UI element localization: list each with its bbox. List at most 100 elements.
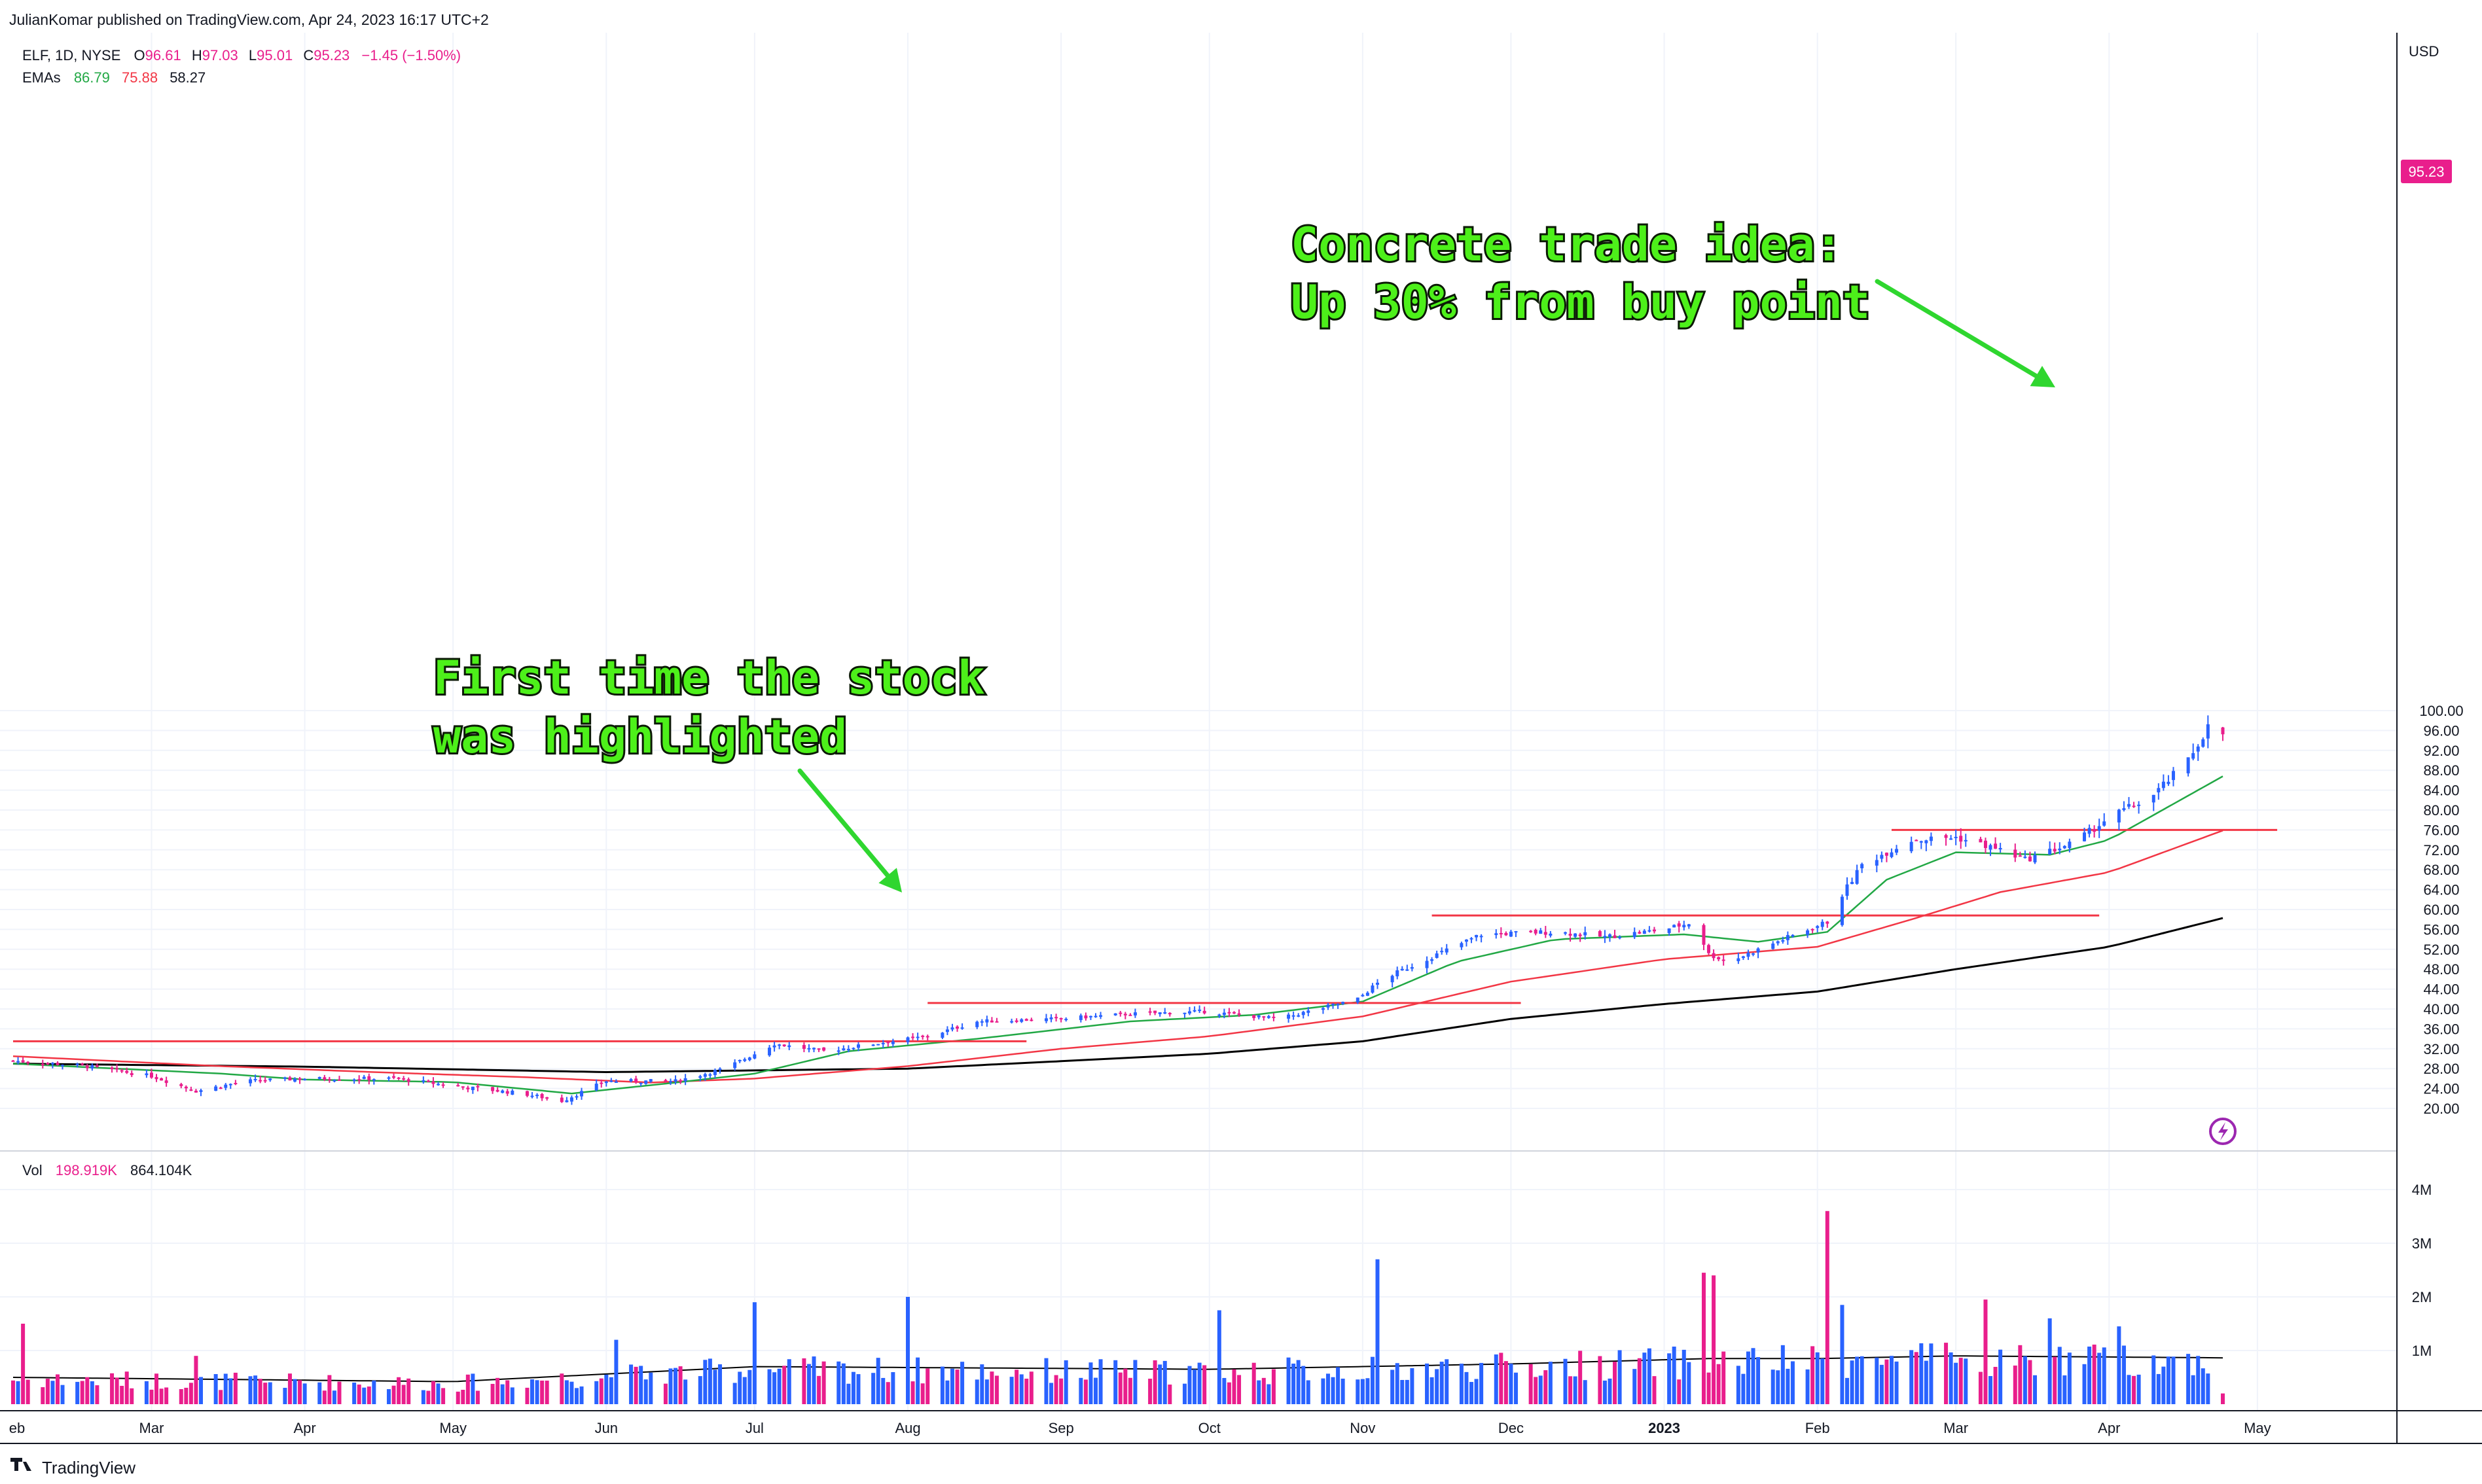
lightning-icon[interactable] [2209, 1118, 2237, 1145]
volume-bar [1840, 1305, 1844, 1404]
candle-body [738, 1060, 742, 1062]
volume-bar [1820, 1358, 1825, 1404]
volume-bar [1602, 1380, 1607, 1404]
candle-body [1529, 930, 1533, 932]
candle-body [471, 1086, 475, 1091]
candle-body [1024, 1019, 1028, 1021]
time-tick-label: Mar [1943, 1420, 1968, 1436]
volume-bar [1168, 1385, 1172, 1404]
annotation-first-line-2: was highlighted [433, 710, 847, 764]
price-tick-label: 92.00 [2423, 743, 2459, 759]
volume-bar [1756, 1357, 1761, 1404]
candle-body [1909, 841, 1913, 851]
volume-bar [886, 1382, 890, 1404]
candle-body [1361, 995, 1365, 997]
volume-bar [2132, 1375, 2136, 1404]
price-axis[interactable]: 20.00 24.00 28.00 32.00 36.00 40.00 44.00 48.00… [2419, 703, 2463, 1117]
price-tick-label: 20.00 [2423, 1101, 2459, 1117]
candle-body [333, 1080, 336, 1082]
volume-bar [2127, 1375, 2131, 1404]
volume-bar [1222, 1377, 1227, 1404]
candle-body [1494, 933, 1498, 936]
tradingview-logo[interactable]: TradingView [10, 1458, 135, 1477]
candle-body [911, 1036, 915, 1038]
volume-bar [2121, 1345, 2126, 1404]
volume-bar [1064, 1360, 1068, 1404]
price-tick-label: 96.00 [2423, 722, 2459, 739]
volume-bar [233, 1372, 238, 1404]
volume-legend[interactable]: Vol 198.919K 864.104K [22, 1162, 192, 1178]
annotation-arrows[interactable] [797, 279, 2055, 892]
candle-body [881, 1042, 885, 1044]
candle-body [164, 1080, 168, 1084]
candle-body [1583, 932, 1587, 936]
volume-bar [1608, 1378, 1612, 1404]
volume-bar [500, 1384, 505, 1404]
volume-bar [1479, 1362, 1484, 1404]
candle-body [846, 1048, 850, 1050]
volume-bar [1548, 1362, 1553, 1404]
volume-bar [777, 1368, 782, 1404]
volume-bar [357, 1385, 361, 1404]
candle-body [2157, 788, 2161, 792]
volume-bar [916, 1357, 920, 1404]
candle-body [1721, 959, 1725, 961]
candle-body [357, 1079, 361, 1081]
volume-bar [1746, 1351, 1750, 1404]
candle-body [1632, 932, 1636, 938]
candle-body [1959, 836, 1963, 842]
volume-bar [2136, 1374, 2141, 1404]
volume-bar [16, 1381, 20, 1404]
volume-bar [1370, 1356, 1375, 1404]
annotation-arrow[interactable] [1875, 279, 2055, 387]
volume-axis[interactable]: 1M 2M 3M 4M [2412, 1182, 2432, 1359]
candle-body [634, 1078, 638, 1082]
volume-bar [574, 1388, 579, 1404]
candle-body [2171, 771, 2175, 781]
symbol-legend[interactable]: ELF, 1D, NYSE O96.61 H97.03 L95.01 C95.2… [22, 47, 461, 63]
volume-bar [283, 1388, 287, 1404]
volume-bar [2117, 1326, 2121, 1404]
volume-bar [1568, 1376, 1573, 1404]
volume-bar [1652, 1376, 1657, 1404]
volume-bar [1924, 1360, 1928, 1404]
time-axis[interactable]: eb Mar Apr May Jun Jul Aug Sep Oct Nov Dec 2023 Feb M… [9, 1420, 2271, 1436]
volume-bar [1534, 1377, 1538, 1404]
volume-bar [1182, 1383, 1187, 1404]
candle-body [1094, 1016, 1098, 1017]
candle-body [1890, 852, 1894, 857]
candle-body [224, 1084, 228, 1088]
volume-bar [1776, 1370, 1780, 1404]
volume-bar [530, 1379, 535, 1404]
annotation-arrow[interactable] [797, 768, 902, 892]
volume-bar [391, 1385, 396, 1404]
candle-body [782, 1044, 786, 1047]
candle-body [1435, 953, 1439, 958]
volume-bar [1509, 1364, 1513, 1404]
ema-legend[interactable]: EMAs 86.79 75.88 58.27 [22, 69, 206, 86]
candle-body [2122, 808, 2126, 810]
candle-body [249, 1079, 253, 1084]
volume-bar [85, 1377, 90, 1404]
candle-body [1464, 940, 1468, 942]
candle-body [1232, 1012, 1236, 1014]
price-tick-label: 28.00 [2423, 1061, 2459, 1077]
volume-bar [2191, 1375, 2195, 1404]
candle-body [1840, 896, 1844, 925]
volume-bar [1474, 1379, 1479, 1404]
candle-body [1979, 839, 1983, 843]
volume-bar [1513, 1372, 1518, 1404]
volume-bar [302, 1383, 307, 1404]
volume-bar [945, 1380, 950, 1404]
candle-body [1499, 932, 1503, 934]
candle-body [1638, 932, 1642, 934]
volume-bar [910, 1381, 915, 1404]
candle-body [1504, 932, 1508, 936]
candle-body [337, 1079, 341, 1081]
candle-body [1440, 951, 1444, 953]
volume-bar [1573, 1376, 1577, 1404]
candle-body [649, 1079, 653, 1082]
candle-body [397, 1077, 401, 1079]
candle-body [852, 1048, 855, 1050]
